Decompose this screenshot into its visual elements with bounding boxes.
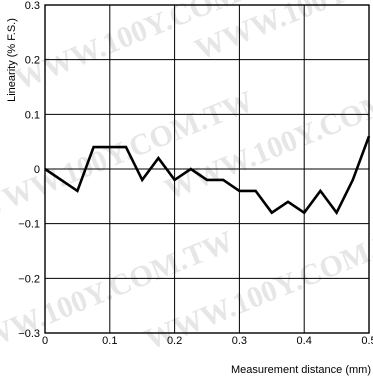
x-axis-label: Measurement distance (mm) xyxy=(231,364,371,376)
y-tick-label: −0.1 xyxy=(18,219,40,231)
watermark-layer: WWW.100Y.COM.TWWWW.100Y.COM.TWWWW.100Y.C… xyxy=(0,0,373,366)
y-tick-label: 0.1 xyxy=(25,109,40,121)
x-tick-label: 0.5 xyxy=(361,335,373,347)
y-tick-label: 0.3 xyxy=(25,0,40,12)
y-tick-label: 0.2 xyxy=(25,55,40,67)
series-line xyxy=(44,135,371,216)
tick-layer: 0 0.1 0.2 0.3 0.4 0.5 0.3 0.2 0.1 0 −0.1 −0.2 −0.3 xyxy=(18,0,373,347)
x-tick-label: 0.3 xyxy=(232,335,247,347)
y-tick-label: −0.2 xyxy=(18,273,40,285)
x-tick-label: 0.4 xyxy=(297,335,312,347)
y-tick-label: −0.3 xyxy=(18,328,40,340)
x-tick-label: 0.1 xyxy=(102,335,117,347)
y-tick-label: 0 xyxy=(34,164,40,176)
series-layer xyxy=(44,135,371,216)
y-axis-label: Linearity (% F.S.) xyxy=(6,18,18,102)
watermark-text: WWW.100Y.COM.TW xyxy=(0,225,238,367)
x-tick-label: 0 xyxy=(42,335,48,347)
x-tick-label: 0.2 xyxy=(167,335,182,347)
grid-layer xyxy=(45,5,369,333)
